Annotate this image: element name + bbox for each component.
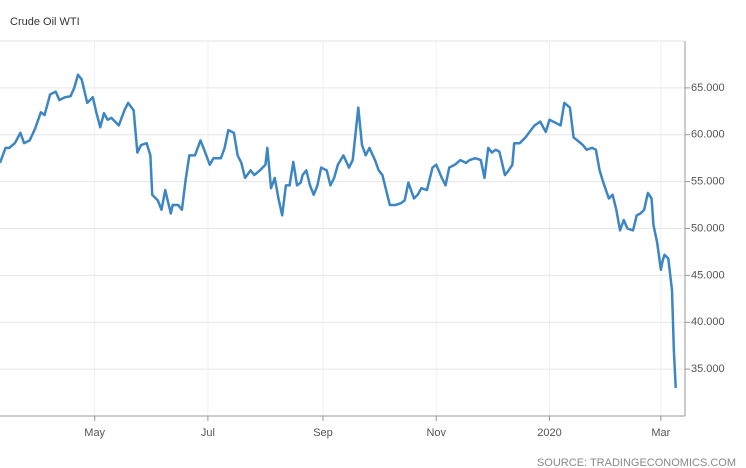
y-tick-label: 40.000 (691, 316, 725, 328)
y-tick-label: 45.000 (691, 269, 725, 281)
x-tick-label: Jul (201, 427, 215, 439)
x-tick-label: Sep (313, 427, 333, 439)
y-tick-label: 55.000 (691, 176, 725, 188)
x-tick-label: Nov (426, 427, 446, 439)
x-tick-label: Mar (651, 427, 670, 439)
x-tick-label: May (84, 427, 105, 439)
price-line (0, 73, 677, 388)
chart-title: Crude Oil WTI (10, 16, 80, 28)
y-tick-label: 65.000 (691, 82, 725, 94)
source-note: SOURCE: TRADINGECONOMICS.COM (537, 457, 736, 468)
y-tick-label: 35.000 (691, 363, 725, 375)
x-tick-label: 2020 (537, 427, 561, 439)
y-tick-label: 60.000 (691, 129, 725, 141)
y-tick-label: 50.000 (691, 222, 725, 234)
